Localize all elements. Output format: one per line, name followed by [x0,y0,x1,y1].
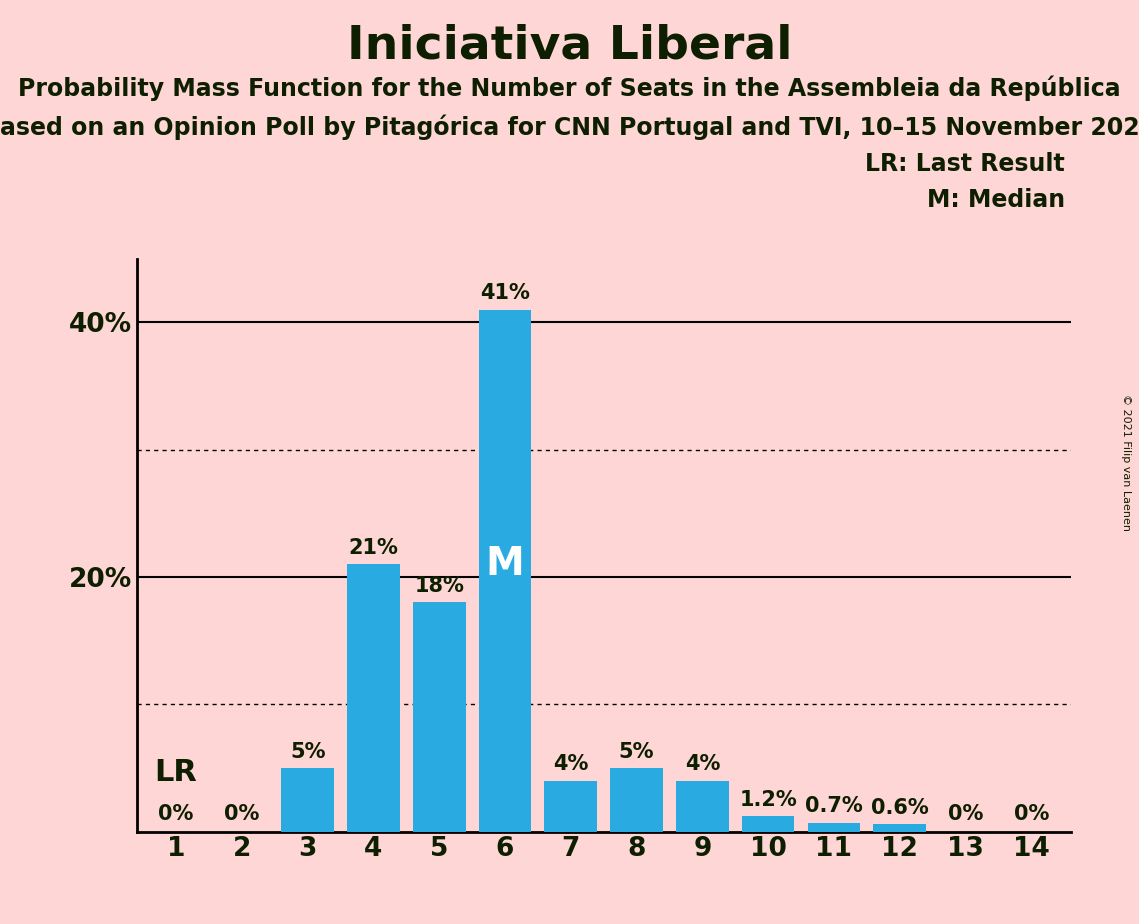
Bar [741,816,794,832]
Text: 1.2%: 1.2% [739,790,797,810]
Bar [347,565,400,832]
Text: © 2021 Filip van Laenen: © 2021 Filip van Laenen [1121,394,1131,530]
Bar [874,824,926,832]
Text: 0%: 0% [948,804,983,824]
Text: LR: Last Result: LR: Last Result [866,152,1065,176]
Bar [544,781,597,832]
Text: LR: LR [155,758,197,787]
Text: 5%: 5% [290,742,326,761]
Bar [413,602,466,832]
Bar [478,310,531,832]
Text: 0.7%: 0.7% [805,796,862,816]
Text: 0.6%: 0.6% [871,797,928,818]
Bar [281,768,334,832]
Text: M: M [485,545,524,583]
Text: 4%: 4% [685,754,720,774]
Text: 41%: 41% [480,284,530,303]
Text: 4%: 4% [554,754,589,774]
Bar [611,768,663,832]
Text: 0%: 0% [1014,804,1049,824]
Text: 0%: 0% [224,804,260,824]
Text: 18%: 18% [415,576,465,596]
Text: 5%: 5% [618,742,654,761]
Text: Iniciativa Liberal: Iniciativa Liberal [346,23,793,68]
Bar [808,822,860,832]
Text: 0%: 0% [158,804,194,824]
Text: Based on an Opinion Poll by Pitagórica for CNN Portugal and TVI, 10–15 November : Based on an Opinion Poll by Pitagórica f… [0,115,1139,140]
Text: Probability Mass Function for the Number of Seats in the Assembleia da República: Probability Mass Function for the Number… [18,76,1121,102]
Bar [677,781,729,832]
Text: 21%: 21% [349,538,399,558]
Text: M: Median: M: Median [927,188,1065,212]
